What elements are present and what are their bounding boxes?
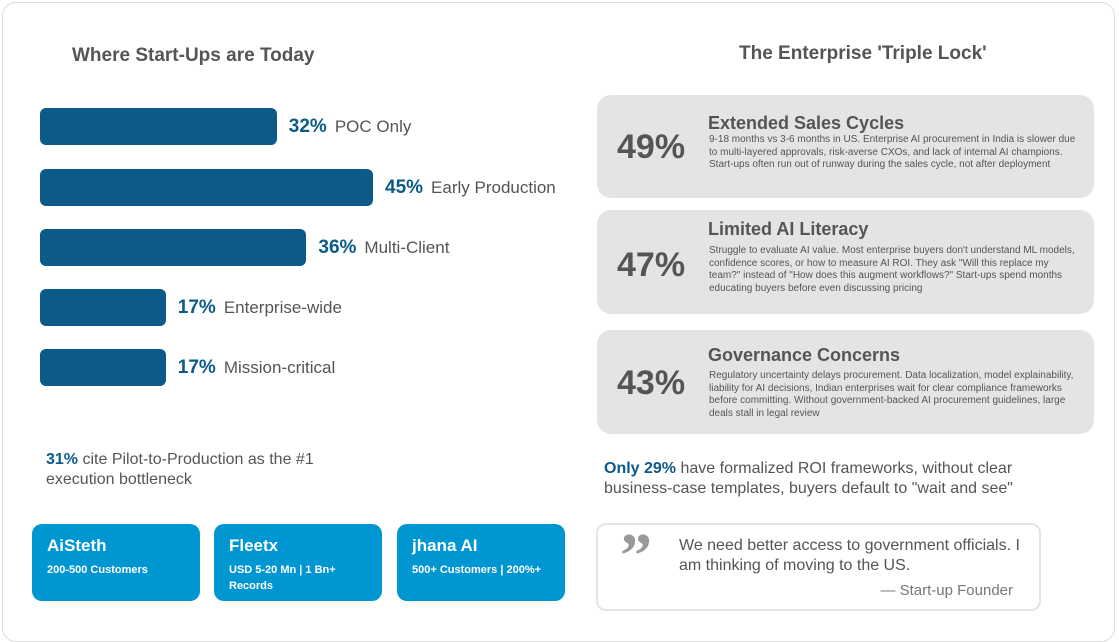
right-title: The Enterprise 'Triple Lock' [739,43,987,64]
card-jhana: jhana AI 500+ Customers | 200%+ [397,524,565,601]
lock-title: Limited AI Literacy [708,219,869,239]
lock-desc: 9-18 months vs 3-6 months in US. Enterpr… [709,134,1076,170]
card-stat: 200-500 Customers [47,564,148,576]
bottleneck-note: 31% cite Pilot-to-Production as the #1 e… [46,450,366,490]
quote-text: We need better access to government offi… [679,537,1020,574]
bar-label: 17% Enterprise-wide [178,297,342,319]
bar-label: 17% Mission-critical [178,357,336,379]
lock-governance: 43% Governance Concerns Regulatory uncerta… [597,330,1094,434]
card-title: AiSteth [47,536,107,555]
bar [40,349,166,386]
lock-ai-literacy: 47% Limited AI Literacy Struggle to evalua… [597,210,1094,314]
lock-sales-cycles: 49% Extended Sales Cycles 9-18 months vs 3… [597,95,1094,198]
quote-box: ” We need better access to government of… [596,520,1041,611]
bar-pct: 36% [318,237,357,258]
bar-category: Mission-critical [223,358,336,377]
card-aisteth: AiSteth 200-500 Customers [32,524,200,601]
lock-desc: Struggle to evaluate AI value. Most ente… [709,245,1075,294]
card-title: jhana AI [412,536,478,555]
lock-pct: 47% [617,246,686,284]
lock-pct: 43% [617,364,686,402]
card-fleetx: Fleetx USD 5-20 Mn | 1 Bn+ Records [214,524,382,601]
roi-note: Only 29% have formalized ROI frameworks,… [604,459,1074,499]
bar [40,169,373,206]
bar-category: Enterprise-wide [223,298,342,317]
note-pct: 31% [46,451,79,468]
lock-desc: Regulatory uncertainty delays procuremen… [709,370,1074,419]
bar-pct: 17% [177,297,216,318]
bar-pct: 32% [288,116,327,137]
lock-pct: 49% [617,128,686,166]
bar [40,108,277,145]
bar-category: Multi-Client [364,238,450,257]
quote-mark-icon: ” [620,520,652,591]
lock-title: Extended Sales Cycles [708,113,905,133]
bar-label: 36% Multi-Client [318,237,449,259]
note-text: cite Pilot-to-Production as the #1 execu… [46,451,314,488]
bar [40,289,166,326]
bar-label: 32% POC Only [289,116,412,138]
left-title: Where Start-Ups are Today [72,45,315,66]
card-title: Fleetx [229,536,279,555]
roi-text: have formalized ROI frameworks, without … [604,460,1013,497]
lock-title: Governance Concerns [708,345,901,365]
bar-pct: 45% [385,177,424,198]
card-stat: 500+ Customers | 200%+ [412,564,542,576]
bar-category: POC Only [334,117,412,136]
bar-pct: 17% [177,357,216,378]
bar [40,229,307,266]
card-stat: USD 5-20 Mn | 1 Bn+ Records [229,564,336,592]
quote-attribution: — Start-up Founder [880,582,1013,599]
roi-pct: Only 29% [604,460,677,477]
bar-category: Early Production [431,178,556,197]
bar-label: 45% Early Production [385,177,556,199]
